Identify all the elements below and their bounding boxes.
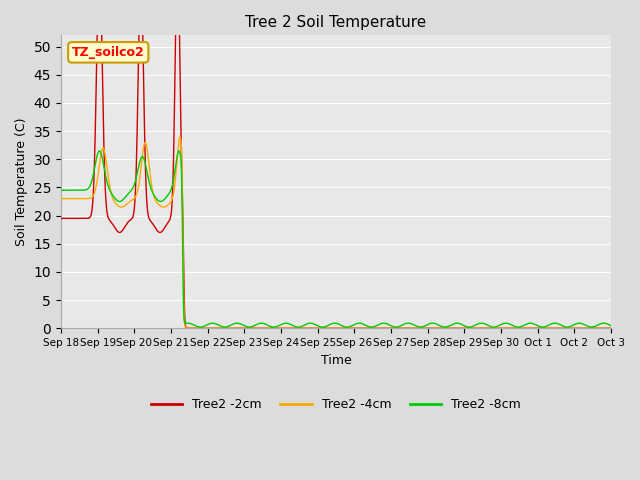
X-axis label: Time: Time bbox=[321, 353, 351, 367]
Y-axis label: Soil Temperature (C): Soil Temperature (C) bbox=[15, 118, 28, 246]
Text: TZ_soilco2: TZ_soilco2 bbox=[72, 46, 145, 59]
Title: Tree 2 Soil Temperature: Tree 2 Soil Temperature bbox=[245, 15, 427, 30]
Legend: Tree2 -2cm, Tree2 -4cm, Tree2 -8cm: Tree2 -2cm, Tree2 -4cm, Tree2 -8cm bbox=[146, 393, 526, 416]
